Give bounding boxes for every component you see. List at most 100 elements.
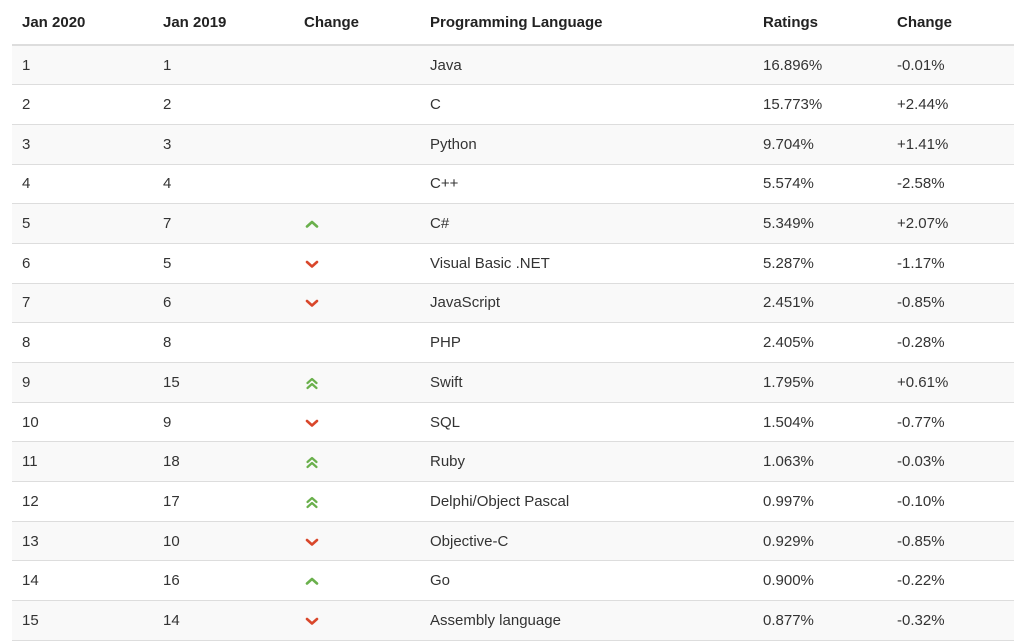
rank-jan-2020-cell: 11 [12, 441, 153, 483]
rank-jan-2020: 4 [22, 175, 31, 193]
rank-jan-2019: 9 [163, 413, 172, 431]
ranking-table-container: Jan 2020 Jan 2019 Change Programming Lan… [12, 0, 1014, 641]
rank-jan-2020-cell: 5 [12, 203, 153, 244]
rating-change-cell: -0.01% [887, 45, 1014, 86]
table-row: 7 6 JavaScript 2.451% -0.85% [12, 283, 1014, 324]
table-row: 15 14 Assembly language 0.877% -0.32% [12, 600, 1014, 641]
table-header: Jan 2020 Jan 2019 Change Programming Lan… [12, 0, 1014, 46]
rank-jan-2019-cell: 4 [153, 164, 294, 205]
rating-value-cell: 0.877% [753, 600, 887, 641]
rank-change-cell [294, 521, 420, 562]
language-name-cell: Swift [420, 362, 753, 403]
rating-change-cell: +2.44% [887, 84, 1014, 125]
rating-value-cell: 1.504% [753, 402, 887, 443]
rating-change-cell: -1.17% [887, 243, 1014, 284]
rank-jan-2019-cell: 15 [153, 362, 294, 403]
rank-change-cell [294, 45, 420, 86]
double-chevron-up-icon [304, 375, 320, 391]
language-name: Delphi/Object Pascal [430, 492, 570, 510]
rank-jan-2019-cell: 2 [153, 84, 294, 125]
language-name: JavaScript [430, 294, 501, 312]
rating-change-cell: -0.77% [887, 402, 1014, 443]
table-row: 6 5 Visual Basic .NET 5.287% -1.17% [12, 243, 1014, 284]
language-name: Visual Basic .NET [430, 254, 550, 272]
rating-change: -1.17% [897, 254, 945, 272]
header-rating-change: Change [887, 0, 1014, 46]
double-chevron-up-icon [304, 454, 320, 470]
rank-jan-2019: 8 [163, 334, 172, 352]
rank-jan-2020-cell: 13 [12, 521, 153, 562]
rating-change: -0.01% [897, 56, 945, 74]
rank-jan-2020: 14 [22, 572, 39, 590]
rating-change: +2.44% [897, 96, 949, 114]
rank-jan-2019: 18 [163, 453, 180, 471]
rating-change: -0.22% [897, 572, 945, 590]
rank-jan-2020: 10 [22, 413, 39, 431]
rank-jan-2020-cell: 3 [12, 124, 153, 165]
rank-jan-2019: 2 [163, 96, 172, 114]
language-name: PHP [430, 334, 461, 352]
table-row: 14 16 Go 0.900% -0.22% [12, 560, 1014, 602]
rank-jan-2020: 7 [22, 294, 31, 312]
rank-jan-2020-cell: 15 [12, 600, 153, 641]
rank-jan-2020-cell: 4 [12, 164, 153, 205]
rank-jan-2019: 14 [163, 611, 180, 629]
language-name: C# [430, 215, 450, 233]
rating-change-cell: -0.32% [887, 600, 1014, 641]
rank-jan-2019-cell: 6 [153, 283, 294, 324]
rating-change: -0.28% [897, 334, 945, 352]
rank-jan-2019: 17 [163, 492, 180, 510]
rank-jan-2019-cell: 7 [153, 203, 294, 244]
language-name-cell: C++ [420, 164, 753, 205]
rank-jan-2019: 5 [163, 254, 172, 272]
rank-jan-2020: 6 [22, 254, 31, 272]
rank-jan-2019-cell: 1 [153, 45, 294, 86]
rank-change-cell [294, 600, 420, 641]
language-name-cell: Assembly language [420, 600, 753, 641]
rating-value: 0.900% [763, 572, 814, 590]
rank-jan-2019: 4 [163, 175, 172, 193]
rating-value: 2.451% [763, 294, 814, 312]
rank-jan-2019-cell: 5 [153, 243, 294, 284]
rank-jan-2020: 2 [22, 96, 31, 114]
rank-change-cell [294, 203, 420, 244]
header-jan-2020: Jan 2020 [12, 0, 153, 46]
rank-jan-2020: 5 [22, 215, 31, 233]
language-name-cell: JavaScript [420, 283, 753, 324]
chevron-up-icon [304, 573, 320, 589]
rating-value: 0.997% [763, 492, 814, 510]
table-row: 2 2 C 15.773% +2.44% [12, 84, 1014, 125]
rating-value-cell: 5.574% [753, 164, 887, 205]
rating-change: -0.10% [897, 492, 945, 510]
rank-change-cell [294, 362, 420, 403]
rating-change: -0.85% [897, 532, 945, 550]
rank-jan-2019-cell: 9 [153, 402, 294, 443]
rank-jan-2020-cell: 8 [12, 322, 153, 363]
rating-change-cell: +1.41% [887, 124, 1014, 165]
rank-jan-2019: 1 [163, 56, 172, 74]
rating-value-cell: 5.349% [753, 203, 887, 244]
rank-jan-2020-cell: 10 [12, 402, 153, 443]
table-row: 13 10 Objective-C 0.929% -0.85% [12, 521, 1014, 562]
table-body: 1 1 Java 16.896% -0.01% 2 2 C 15.773% +2.44% 3 3 Pyt… [12, 45, 1014, 641]
chevron-up-icon [304, 216, 320, 232]
rating-value: 0.929% [763, 532, 814, 550]
rating-change-cell: -0.03% [887, 441, 1014, 483]
rating-value: 15.773% [763, 96, 823, 114]
language-name: C [430, 96, 441, 114]
language-name-cell: Python [420, 124, 753, 165]
header-programming-language: Programming Language [420, 0, 753, 46]
rank-jan-2019: 10 [163, 532, 180, 550]
rating-change-cell: -0.22% [887, 560, 1014, 602]
rank-jan-2020: 15 [22, 611, 39, 629]
rank-jan-2019: 3 [163, 135, 172, 153]
header-jan-2019: Jan 2019 [153, 0, 294, 46]
rating-value: 1.063% [763, 453, 814, 471]
rank-jan-2020-cell: 12 [12, 481, 153, 522]
rating-change: -0.03% [897, 453, 945, 471]
language-name: C++ [430, 175, 459, 193]
rating-change-cell: +0.61% [887, 362, 1014, 403]
rank-jan-2019-cell: 18 [153, 441, 294, 483]
rank-change-cell [294, 560, 420, 602]
rank-jan-2019-cell: 17 [153, 481, 294, 522]
